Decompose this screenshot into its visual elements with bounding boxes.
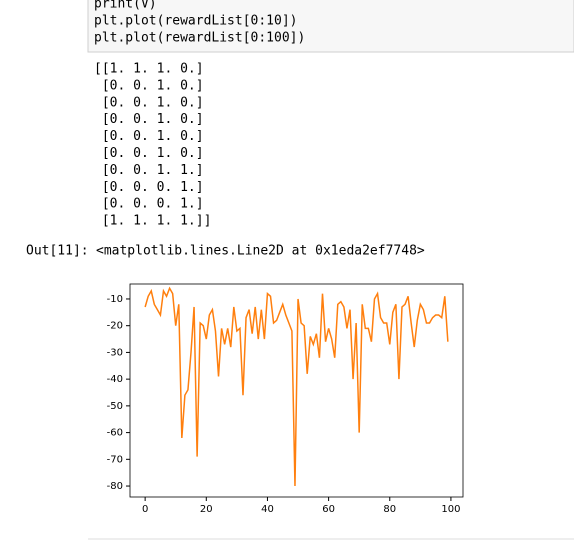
- x-tick-label: 100: [441, 504, 460, 515]
- y-tick-label: -80: [107, 481, 123, 492]
- y-tick-label: -20: [107, 321, 123, 332]
- stdout-line: [0. 0. 1. 0.]: [94, 95, 204, 110]
- stdout-line: [0. 0. 0. 1.]: [94, 180, 204, 195]
- stdout-line: [0. 0. 1. 0.]: [94, 146, 204, 161]
- stdout-line: [0. 0. 1. 1.]: [94, 163, 204, 178]
- code-line: plt.plot(rewardList[0:100]): [94, 31, 305, 46]
- y-tick-label: -70: [107, 454, 123, 465]
- x-tick-label: 20: [200, 504, 213, 515]
- out-prompt: Out[11]:: [26, 244, 89, 259]
- stdout-line: [1. 1. 1. 1.]]: [94, 214, 211, 229]
- data-line: [144, 286, 449, 487]
- stdout-line: [0. 0. 1. 0.]: [94, 129, 204, 144]
- result-text: <matplotlib.lines.Line2D at 0x1eda2ef774…: [96, 244, 425, 259]
- y-tick-label: -60: [107, 428, 123, 439]
- stdout-line: [0. 0. 0. 1.]: [94, 197, 204, 212]
- code-cell[interactable]: [87, 0, 574, 53]
- x-tick-label: 80: [383, 504, 396, 515]
- y-tick-label: -10: [107, 294, 123, 305]
- x-tick-label: 40: [261, 504, 274, 515]
- code-line: plt.plot(rewardList[0:10]): [94, 14, 298, 29]
- stdout-line: [0. 0. 1. 0.]: [94, 112, 204, 127]
- y-tick-label: -40: [107, 374, 123, 385]
- x-tick-label: 60: [322, 504, 335, 515]
- stdout-line: [0. 0. 1. 0.]: [94, 78, 204, 93]
- x-tick-label: 0: [142, 504, 148, 515]
- y-tick-label: -50: [107, 401, 123, 412]
- code-line: print(V): [94, 0, 157, 12]
- stdout-line: [[1. 1. 1. 0.]: [94, 62, 204, 77]
- y-tick-label: -30: [107, 347, 123, 358]
